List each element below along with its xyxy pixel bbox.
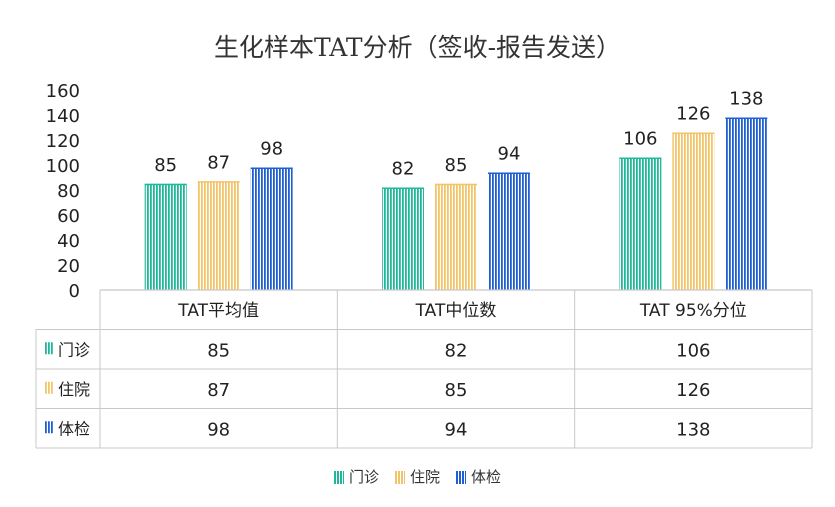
table-series-name: 住院 xyxy=(58,380,90,399)
bar xyxy=(435,183,477,290)
y-tick-label: 120 xyxy=(46,131,80,152)
category-label: TAT中位数 xyxy=(415,301,497,321)
legend-label: 门诊 xyxy=(348,468,379,486)
bar xyxy=(197,181,240,290)
table-cell-value: 106 xyxy=(676,340,710,361)
bar-cap xyxy=(435,183,477,186)
data-label: 98 xyxy=(260,139,283,160)
bar xyxy=(250,167,293,290)
data-label: 85 xyxy=(154,155,177,176)
bar-cap xyxy=(725,117,768,119)
data-label: 85 xyxy=(445,155,468,176)
legend-item: 体检 xyxy=(456,466,501,487)
bar-cap xyxy=(619,157,662,159)
table-cell-value: 85 xyxy=(445,380,468,401)
y-tick-label: 80 xyxy=(57,181,80,202)
data-label: 138 xyxy=(729,89,763,110)
table-cell-value: 138 xyxy=(676,419,710,440)
table-cell-value: 98 xyxy=(207,419,230,440)
legend-swatch xyxy=(394,471,405,484)
table-legend-key xyxy=(44,342,53,355)
table-cell-value: 87 xyxy=(207,380,230,401)
data-label: 87 xyxy=(207,152,230,173)
legend-swatch xyxy=(456,471,466,484)
legend-label: 住院 xyxy=(409,468,440,486)
y-tick-label: 40 xyxy=(57,231,80,252)
bar-cap xyxy=(250,167,293,169)
bar-cap xyxy=(488,172,530,174)
bar-cap xyxy=(382,187,424,189)
y-tick-label: 160 xyxy=(46,81,80,102)
bar xyxy=(672,132,715,290)
y-tick-label: 60 xyxy=(57,206,80,227)
data-label: 94 xyxy=(498,144,521,165)
table-cell-value: 82 xyxy=(445,340,468,361)
bar xyxy=(488,172,530,290)
table-legend-key xyxy=(44,421,53,434)
y-tick-label: 20 xyxy=(57,256,80,277)
legend-label: 体检 xyxy=(471,468,502,486)
y-tick-label: 140 xyxy=(46,106,80,127)
legend-item: 门诊 xyxy=(333,466,379,487)
category-label: TAT平均值 xyxy=(177,301,259,321)
y-tick-label: 0 xyxy=(69,281,80,302)
data-label: 106 xyxy=(623,129,657,150)
table-cell-value: 126 xyxy=(676,380,710,401)
chart-legend: 门诊 住院 体检 xyxy=(0,466,835,487)
bar xyxy=(382,187,424,290)
table-cell-value: 94 xyxy=(445,419,468,440)
table-cell-value: 85 xyxy=(207,340,230,361)
category-label: TAT 95%分位 xyxy=(639,301,747,321)
table-series-name: 门诊 xyxy=(58,340,90,359)
bar-cap xyxy=(144,183,187,186)
bar xyxy=(619,157,662,290)
legend-swatch xyxy=(333,471,344,484)
chart-title: 生化样本TAT分析（签收-报告发送） xyxy=(213,33,622,62)
y-tick-label: 100 xyxy=(46,156,80,177)
data-label: 82 xyxy=(392,159,415,180)
legend-item: 住院 xyxy=(394,466,440,487)
table-series-name: 体检 xyxy=(58,419,90,438)
bar-cap xyxy=(197,181,240,183)
bar xyxy=(144,183,187,290)
bar xyxy=(725,117,768,290)
bar-cap xyxy=(672,132,715,134)
table-legend-key xyxy=(44,381,53,394)
data-label: 126 xyxy=(676,104,710,125)
